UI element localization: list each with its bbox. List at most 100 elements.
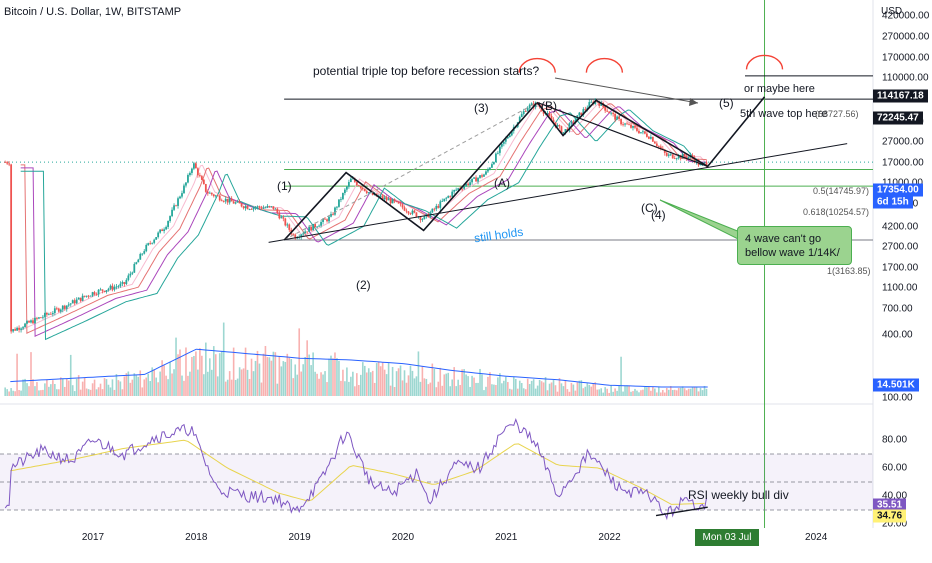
candle-body <box>185 182 187 186</box>
volume-bar <box>4 387 6 396</box>
candle-body <box>367 192 370 194</box>
candle-body <box>455 189 458 191</box>
candle-body <box>165 226 167 230</box>
volume-bar <box>534 388 537 396</box>
volume-bar <box>352 371 354 396</box>
candle-body <box>493 162 495 165</box>
volume-bar <box>159 371 161 396</box>
rsi-note[interactable]: RSI weekly bull div <box>688 488 789 502</box>
volume-bar <box>272 351 275 396</box>
candle-body <box>216 195 219 197</box>
candle-body <box>457 188 460 190</box>
candle-body <box>210 192 213 195</box>
candle-body <box>381 196 384 200</box>
wave-3-label: (3) <box>474 101 489 115</box>
candle-body <box>101 289 104 291</box>
volume-ma-line <box>10 348 708 388</box>
volume-bar <box>312 352 314 396</box>
candle-body <box>359 186 362 189</box>
candle-body <box>36 317 38 319</box>
volume-bar <box>97 387 100 396</box>
volume-bar <box>121 389 124 396</box>
candle-body <box>131 272 134 274</box>
volume-bar <box>113 389 116 396</box>
chart-canvas[interactable] <box>0 0 932 550</box>
volume-bar <box>608 392 610 396</box>
volume-bar <box>348 381 350 396</box>
volume-bar <box>105 379 108 396</box>
ma-line-0 <box>20 100 708 331</box>
candle-body <box>59 309 62 312</box>
wave-1-label: (1) <box>277 179 292 193</box>
fifth-wave-note[interactable]: 5th wave top here <box>740 108 828 120</box>
callout-pointer <box>659 199 741 241</box>
candle-body <box>703 162 706 164</box>
candle-body <box>586 107 589 110</box>
candle-body <box>622 124 624 126</box>
candle-body <box>129 273 132 276</box>
volume-bar <box>264 345 267 396</box>
candle-body <box>475 177 477 182</box>
wave-c-label: (C) <box>641 201 658 215</box>
candle-body <box>552 119 555 123</box>
volume-bar <box>562 386 565 396</box>
volume-bar <box>232 347 235 396</box>
volume-bar <box>58 389 60 396</box>
volume-bar <box>137 376 140 396</box>
volume-bar <box>52 380 54 396</box>
candle-body <box>278 212 281 219</box>
volume-bar <box>661 390 664 396</box>
candle-body <box>572 121 575 123</box>
candle-body <box>365 191 368 194</box>
volume-bar <box>356 373 358 396</box>
volume-bar <box>554 385 557 396</box>
candle-body <box>284 218 287 226</box>
volume-bar <box>75 378 78 396</box>
volume-bar <box>443 374 446 396</box>
volume-bar <box>149 381 152 396</box>
candle-body <box>113 286 116 290</box>
candle-body <box>626 123 628 125</box>
volume-bar <box>675 390 678 396</box>
candle-body <box>95 294 98 296</box>
candle-body <box>206 191 209 194</box>
candle-body <box>318 225 320 227</box>
volume-bar <box>292 378 295 396</box>
volume-bar <box>81 381 84 396</box>
volume-bar <box>99 383 102 396</box>
volume-bar <box>185 347 187 396</box>
projection-dashed-line <box>283 101 538 241</box>
wave-4-callout[interactable]: 4 wave can't go bellow wave 1/14K/ <box>737 226 852 265</box>
volume-bar <box>612 391 614 396</box>
candle-body <box>73 300 76 304</box>
candle-body <box>393 199 396 202</box>
volume-bar <box>316 373 318 396</box>
candle-body <box>49 313 52 315</box>
candle-body <box>485 171 487 175</box>
candle-body <box>308 226 311 232</box>
abc-trendline <box>537 101 708 167</box>
volume-bar <box>278 356 281 396</box>
candle-body <box>632 125 634 128</box>
candle-body <box>330 213 332 217</box>
candle-body <box>467 183 469 186</box>
candle-body <box>671 154 674 159</box>
top-arc-2 <box>745 54 784 70</box>
volume-bar <box>63 386 66 396</box>
candle-body <box>620 119 622 125</box>
candle-body <box>441 200 444 202</box>
volume-bar <box>510 389 513 396</box>
triple-top-note[interactable]: potential triple top before recession st… <box>313 64 540 78</box>
candle-body <box>687 156 690 159</box>
candle-body <box>379 196 382 197</box>
candle-body <box>705 162 708 166</box>
candle-body <box>171 209 173 217</box>
maybe-here-note[interactable]: or maybe here <box>744 83 815 95</box>
drawings[interactable] <box>268 54 848 243</box>
candle-body <box>83 295 86 297</box>
candle-body <box>105 290 108 292</box>
top-arc-0 <box>518 57 556 73</box>
volume-bar <box>667 389 670 396</box>
candle-body <box>212 194 215 197</box>
candle-body <box>326 219 328 222</box>
